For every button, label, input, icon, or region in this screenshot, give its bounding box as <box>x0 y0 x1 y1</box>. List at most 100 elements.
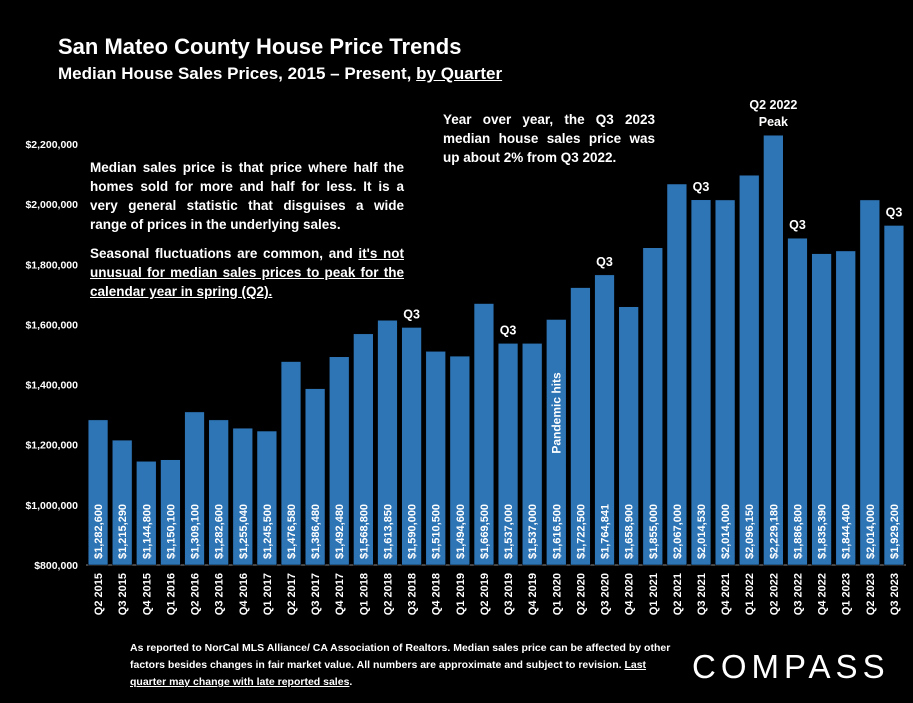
bar <box>739 174 760 566</box>
x-tick-label: Q1 2020 <box>551 573 563 615</box>
bar <box>304 388 326 566</box>
x-tick-label: Q1 2021 <box>648 573 660 615</box>
bar-value-label: $2,014,000 <box>720 504 732 559</box>
bar <box>811 253 832 566</box>
bar-value-label: $1,669,500 <box>479 504 491 559</box>
bar <box>642 247 663 566</box>
x-tick-label: Q1 2016 <box>165 573 177 615</box>
pandemic-event-label: Pandemic hits <box>549 372 563 454</box>
x-tick-label: Q4 2015 <box>141 573 153 615</box>
x-tick-label: Q4 2017 <box>334 573 346 615</box>
y-tick-label: $2,200,000 <box>25 139 78 151</box>
bar <box>618 306 639 566</box>
bar <box>883 225 905 566</box>
seasonal-note-a: Seasonal fluctuations are common, and <box>90 246 359 261</box>
source-footnote: As reported to NorCal MLS Alliance/ CA A… <box>130 640 675 691</box>
median-explanation-note: Median sales price is that price where h… <box>90 158 404 311</box>
bar-value-label: $1,590,000 <box>407 504 419 559</box>
bar-value-label: $1,215,290 <box>117 504 129 559</box>
bar <box>329 356 350 566</box>
x-tick-label: Q2 2021 <box>672 573 684 615</box>
bar <box>714 199 736 566</box>
bar <box>401 327 422 566</box>
bar-value-label: $1,537,000 <box>503 504 515 559</box>
footnote-b: Last quarter may change with late report… <box>130 659 647 688</box>
x-tick-label: Q3 2022 <box>792 573 804 615</box>
bar <box>280 361 302 566</box>
x-tick-label: Q2 2018 <box>382 573 394 615</box>
bar-value-label: $1,144,800 <box>141 504 153 559</box>
y-tick-label: $2,000,000 <box>25 199 78 211</box>
q3-annotation: Q3 <box>886 205 903 219</box>
bar-value-label: $1,658,900 <box>624 504 636 559</box>
x-tick-label: Q1 2019 <box>455 573 467 615</box>
bar-value-label: $1,886,800 <box>792 504 804 559</box>
y-tick-label: $800,000 <box>34 560 78 572</box>
x-tick-label: Q3 2017 <box>310 573 322 615</box>
bar <box>184 411 205 566</box>
bar <box>353 333 374 566</box>
seasonal-note-text: Seasonal fluctuations are common, and it… <box>90 244 404 301</box>
bar <box>208 419 229 566</box>
bar <box>473 303 495 566</box>
bar-value-label: $2,014,530 <box>696 504 708 559</box>
bar-value-label: $1,616,500 <box>551 504 563 559</box>
q3-annotation: Q3 <box>500 323 517 337</box>
q3-annotation: Q3 <box>596 255 613 269</box>
x-tick-label: Q4 2018 <box>431 573 443 615</box>
x-tick-label: Q3 2020 <box>600 573 612 615</box>
subtitle-main: Median House Sales Prices, 2015 – Presen… <box>58 64 417 83</box>
bar <box>425 351 446 566</box>
median-definition-text: Median sales price is that price where h… <box>90 160 404 232</box>
bar-value-label: $1,764,841 <box>600 504 612 559</box>
bar-value-label: $1,613,850 <box>382 504 394 559</box>
x-tick-label: Q2 2016 <box>190 573 202 615</box>
bar-value-label: $1,476,580 <box>286 504 298 559</box>
bar-value-label: $1,537,000 <box>527 504 539 559</box>
bar <box>859 199 880 566</box>
x-tick-label: Q2 2023 <box>865 573 877 615</box>
bar <box>570 287 591 566</box>
x-tick-label: Q1 2018 <box>358 573 370 615</box>
footnote-a: As reported to NorCal MLS Alliance/ CA A… <box>130 642 671 671</box>
x-tick-label: Q3 2019 <box>503 573 515 615</box>
peak-annotation: Q2 2022 <box>749 98 797 112</box>
bar <box>449 355 470 566</box>
bar <box>787 237 808 566</box>
x-tick-label: Q4 2016 <box>238 573 250 615</box>
y-tick-label: $1,400,000 <box>25 380 78 392</box>
event-label-backdrop <box>547 358 566 468</box>
bar <box>763 134 784 566</box>
bar-value-label: $1,282,600 <box>214 504 226 559</box>
bar-value-label: $1,255,040 <box>238 504 250 559</box>
bar <box>87 419 109 566</box>
q3-annotation: Q3 <box>693 180 710 194</box>
bar-value-label: $1,309,100 <box>190 504 202 559</box>
x-tick-label: Q3 2015 <box>117 573 129 615</box>
yoy-note: Year over year, the Q3 2023 median house… <box>443 112 655 165</box>
x-tick-label: Q2 2019 <box>479 573 491 615</box>
bar <box>666 183 688 566</box>
bar-value-label: $1,855,000 <box>648 504 660 559</box>
bar <box>232 427 253 566</box>
y-tick-label: $1,600,000 <box>25 319 78 331</box>
subtitle-link: by Quarter <box>416 64 503 83</box>
x-tick-label: Q3 2023 <box>889 573 901 615</box>
bar-value-label: $1,568,800 <box>358 504 370 559</box>
bar <box>112 439 133 566</box>
chart-subtitle: Median House Sales Prices, 2015 – Presen… <box>58 64 502 84</box>
q3-annotation: Q3 <box>789 218 806 232</box>
y-tick-label: $1,800,000 <box>25 259 78 271</box>
bar-value-label: $1,386,480 <box>310 504 322 559</box>
bar <box>522 343 543 566</box>
q3-annotation: Q3 <box>403 307 420 321</box>
y-tick-label: $1,200,000 <box>25 440 78 452</box>
x-tick-label: Q4 2020 <box>624 573 636 615</box>
bar-value-label: $1,150,100 <box>165 504 177 559</box>
compass-logo: COMPASS <box>692 648 890 685</box>
y-tick-label: $1,000,000 <box>25 500 78 512</box>
x-tick-label: Q4 2019 <box>527 573 539 615</box>
bar-value-label: $2,067,000 <box>672 504 684 559</box>
peak-annotation-sub: Peak <box>759 115 788 129</box>
